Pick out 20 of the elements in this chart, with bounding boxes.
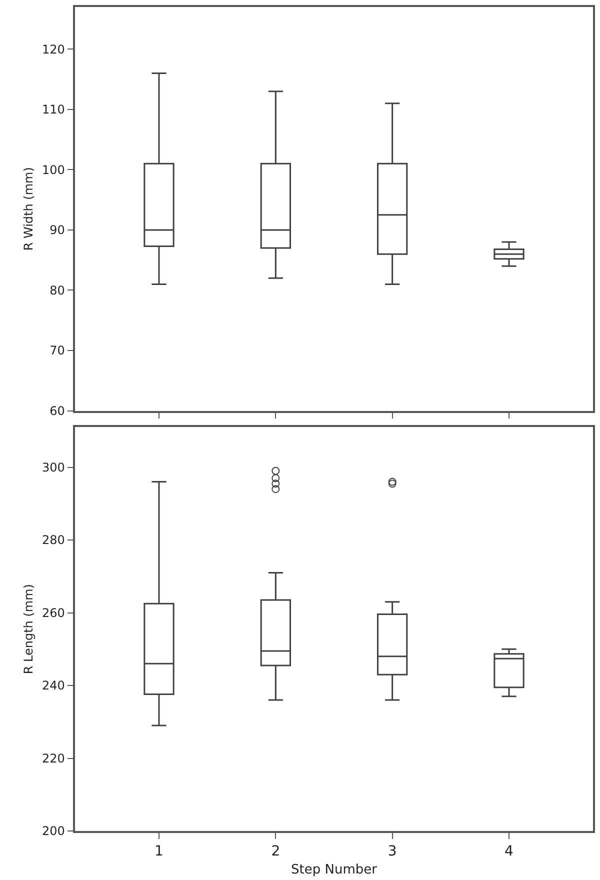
y-tick-label: 260 xyxy=(42,606,65,620)
y-tick-label: 90 xyxy=(50,223,65,238)
y-tick-label: 120 xyxy=(42,42,65,56)
y-axis-title: R Width (mm) xyxy=(22,167,36,251)
y-tick-label: 110 xyxy=(42,102,65,117)
y-tick-label: 240 xyxy=(42,678,65,693)
y-tick-label: 200 xyxy=(42,824,65,838)
y-tick-label: 60 xyxy=(50,404,65,418)
y-axis-title: R Length (mm) xyxy=(22,584,36,674)
y-tick-label: 220 xyxy=(42,751,65,766)
x-tick-label: 4 xyxy=(504,844,514,860)
y-tick-label: 70 xyxy=(50,344,65,358)
y-tick-label: 300 xyxy=(42,460,65,474)
x-tick-label: 1 xyxy=(154,844,164,860)
x-tick-label: 3 xyxy=(388,844,397,860)
y-tick-label: 280 xyxy=(42,533,65,548)
y-tick-label: 80 xyxy=(50,283,65,298)
y-tick-label: 100 xyxy=(42,162,65,177)
x-axis-title: Step Number xyxy=(291,862,378,878)
x-tick-label: 2 xyxy=(271,844,280,860)
